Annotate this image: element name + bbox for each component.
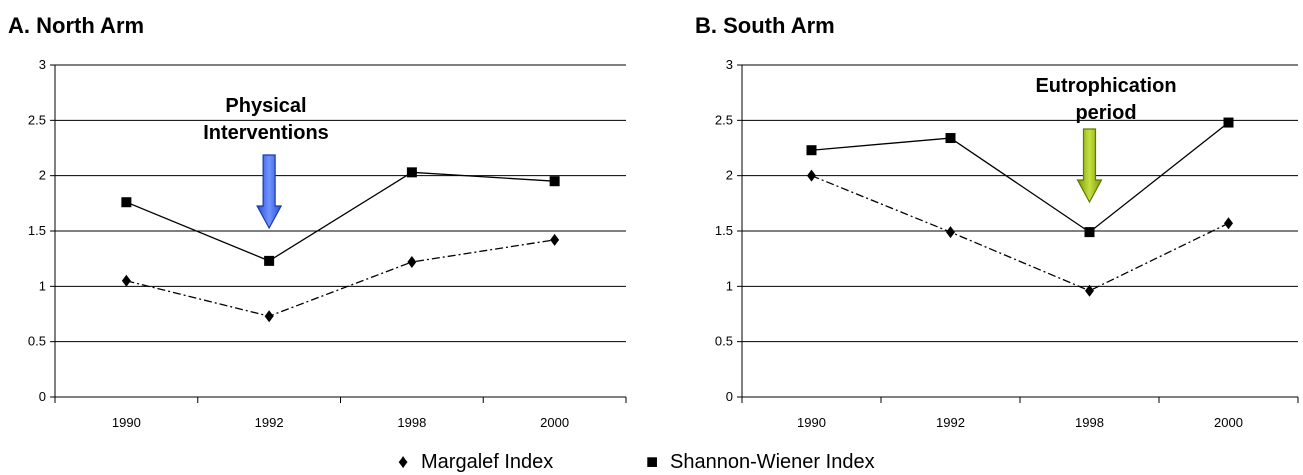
y-tick-label: 0.5 — [715, 334, 733, 349]
y-tick-label: 2 — [726, 168, 733, 183]
annotation-arrow-icon — [256, 154, 283, 230]
y-tick-label: 2.5 — [28, 112, 46, 127]
chart-title: A. North Arm — [8, 13, 144, 38]
point-shannon-wiener — [121, 197, 132, 208]
annotation-line: period — [1075, 102, 1136, 124]
y-tick-label: 1 — [39, 278, 46, 293]
annotation-line: Physical — [225, 95, 306, 117]
y-tick-label: 0.5 — [28, 334, 46, 349]
chart-south-arm: B. South Arm 0 0.5 1 1.5 2 2.5 3 1990 1992 1998 200… — [695, 13, 1299, 430]
point-margalef — [264, 310, 274, 323]
x-tick-label: 2000 — [540, 415, 569, 430]
y-tick-label: 1.5 — [715, 223, 733, 238]
series-line-margalef — [811, 175, 1229, 292]
y-tick-label: 1.5 — [28, 223, 46, 238]
point-shannon-wiener — [264, 255, 275, 266]
x-tick-label: 1992 — [255, 415, 284, 430]
y-tick-label: 3 — [39, 57, 46, 72]
legend-label-margalef: Margalef Index — [421, 451, 553, 473]
y-tick-label: 2.5 — [715, 112, 733, 127]
point-shannon-wiener — [806, 145, 817, 156]
x-tick-label: 1990 — [797, 415, 826, 430]
chart-north-arm: A. North Arm 0 0.5 1 1.5 2 2.5 3 1990 1992 1998 200… — [8, 13, 627, 430]
point-shannon-wiener — [1084, 227, 1095, 238]
point-margalef — [121, 274, 131, 287]
annotation-arrow-icon — [1076, 128, 1103, 204]
point-margalef — [946, 226, 955, 239]
annotation-line: Interventions — [203, 122, 329, 144]
point-shannon-wiener — [549, 176, 560, 187]
y-tick-label: 1 — [726, 278, 733, 293]
y-tick-label: 0 — [39, 389, 46, 404]
x-tick-label: 2000 — [1214, 415, 1243, 430]
point-shannon-wiener — [1223, 117, 1234, 128]
chart-title: B. South Arm — [695, 13, 835, 38]
y-tick-label: 3 — [726, 57, 733, 72]
point-margalef — [1224, 217, 1233, 230]
point-shannon-wiener — [945, 133, 956, 144]
series-line-margalef — [126, 239, 555, 317]
y-tick-label: 2 — [39, 168, 46, 183]
x-tick-label: 1992 — [936, 415, 965, 430]
x-tick-label: 1998 — [1075, 415, 1104, 430]
point-margalef — [407, 255, 417, 268]
point-margalef — [1085, 284, 1094, 297]
x-tick-label: 1998 — [397, 415, 426, 430]
y-tick-label: 0 — [726, 389, 733, 404]
point-shannon-wiener — [406, 167, 417, 178]
annotation-line: Eutrophication — [1035, 75, 1176, 97]
legend-label-shannon: Shannon-Wiener Index — [670, 451, 875, 473]
x-tick-label: 1990 — [112, 415, 141, 430]
legend-marker-margalef: ♦ — [398, 451, 408, 473]
series-line-shannon-wiener — [811, 122, 1229, 233]
series-line-shannon-wiener — [126, 171, 555, 262]
point-margalef — [807, 169, 816, 182]
legend-marker-shannon: ■ — [646, 451, 658, 473]
legend: ♦ Margalef Index ■ Shannon-Wiener Index — [398, 451, 875, 473]
point-margalef — [550, 233, 560, 246]
